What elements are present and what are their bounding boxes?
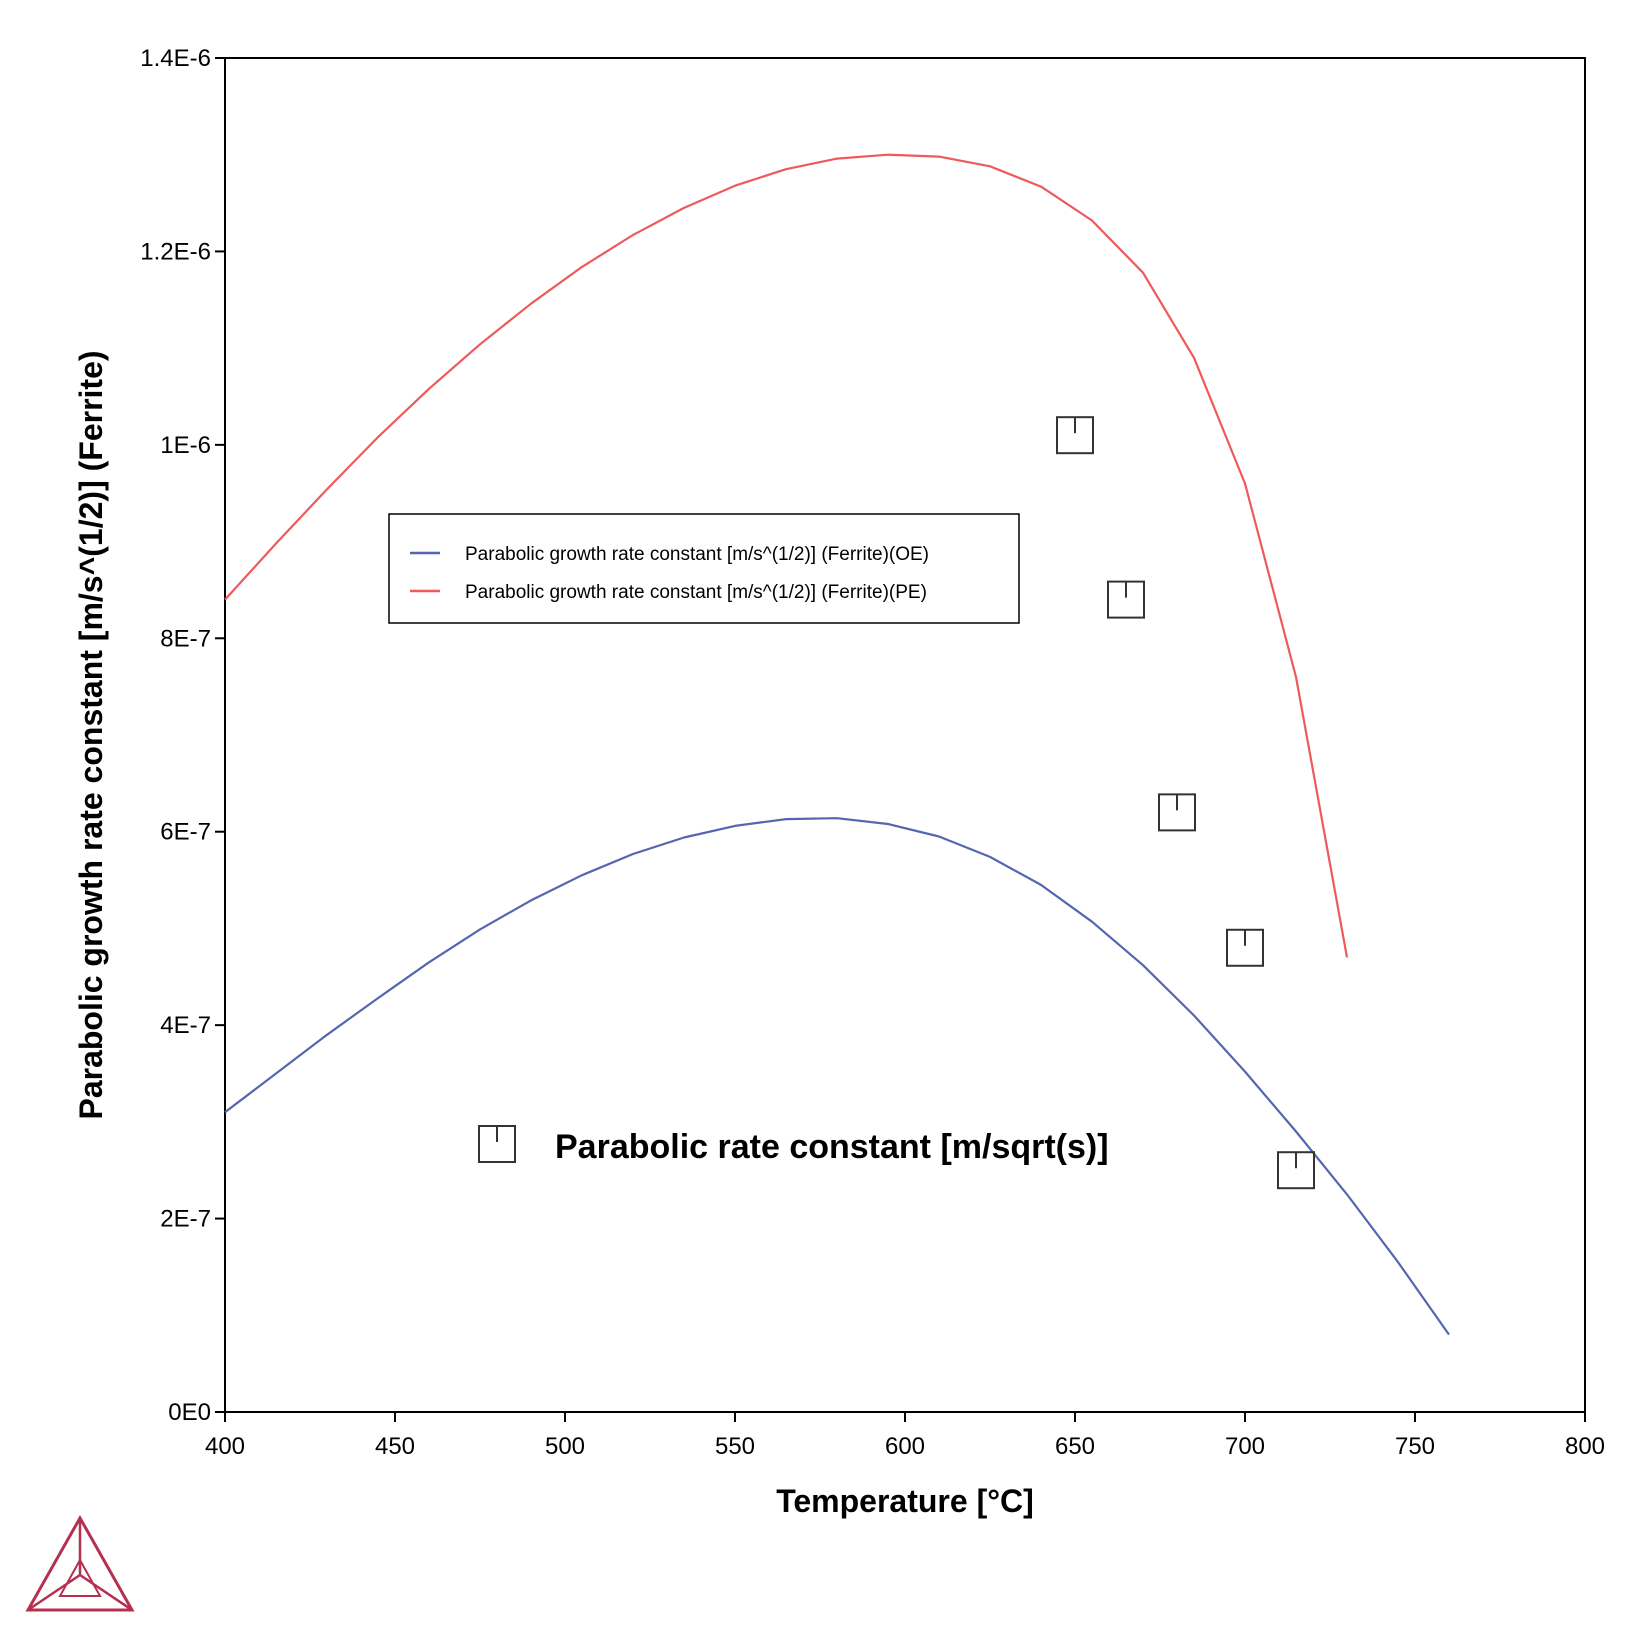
data-point-marker <box>1158 793 1196 832</box>
x-tick-label: 800 <box>1565 1433 1605 1460</box>
y-tick-label: 1.2E-6 <box>140 238 211 265</box>
data-point-marker <box>1056 416 1094 455</box>
legend-label-oe: Parabolic growth rate constant [m/s^(1/2… <box>465 544 929 565</box>
data-point-marker <box>1107 580 1145 619</box>
y-axis: 0E0 2E-7 4E-7 6E-7 8E-7 1E-6 1.2E-6 1.4E-6 <box>140 45 225 1426</box>
y-tick-label: 2E-7 <box>160 1206 211 1233</box>
note-marker-square <box>478 1125 516 1163</box>
y-tick-label: 4E-7 <box>160 1012 211 1039</box>
y-tick-label: 8E-7 <box>160 625 211 652</box>
legend-box <box>388 513 1020 624</box>
x-tick-label: 600 <box>885 1433 925 1460</box>
x-axis: 400 450 500 550 600 650 700 750 800 <box>205 1412 1605 1460</box>
y-tick-label: 1E-6 <box>160 432 211 459</box>
note-label: Parabolic rate constant [m/sqrt(s)] <box>555 1128 1109 1166</box>
data-point-marker <box>1226 928 1264 967</box>
legend-label-pe: Parabolic growth rate constant [m/s^(1/2… <box>465 582 927 603</box>
data-point-marker <box>1277 1151 1315 1190</box>
note-marker-symbol <box>478 1125 516 1163</box>
marker-note: Parabolic rate constant [m/sqrt(s)] <box>478 1125 1109 1166</box>
logo-outer-triangle <box>25 1514 135 1612</box>
x-tick-label: 650 <box>1055 1433 1095 1460</box>
x-tick-label: 700 <box>1225 1433 1265 1460</box>
logo <box>25 1514 135 1612</box>
x-axis-title: Temperature [°C] <box>776 1483 1034 1519</box>
x-tick-label: 450 <box>375 1433 415 1460</box>
logo-line <box>27 1573 81 1612</box>
y-tick-label: 6E-7 <box>160 819 211 846</box>
x-tick-label: 500 <box>545 1433 585 1460</box>
series-line-oe <box>224 817 1450 1336</box>
plot-frame <box>224 57 1586 1413</box>
x-tick-label: 400 <box>205 1433 245 1460</box>
x-tick-label: 550 <box>715 1433 755 1460</box>
y-axis-title: Parabolic growth rate constant [m/s^(1/2… <box>73 350 109 1119</box>
y-tick-label: 0E0 <box>168 1399 211 1426</box>
logo-line <box>79 1573 133 1612</box>
marker-layer <box>1056 416 1315 1190</box>
series-layer <box>224 153 1450 1336</box>
y-tick-label: 1.4E-6 <box>140 45 211 72</box>
x-tick-label: 750 <box>1395 1433 1435 1460</box>
legend: Parabolic growth rate constant [m/s^(1/2… <box>388 513 1020 624</box>
series-line-pe <box>224 153 1349 958</box>
logo-inner-triangle <box>58 1557 102 1597</box>
